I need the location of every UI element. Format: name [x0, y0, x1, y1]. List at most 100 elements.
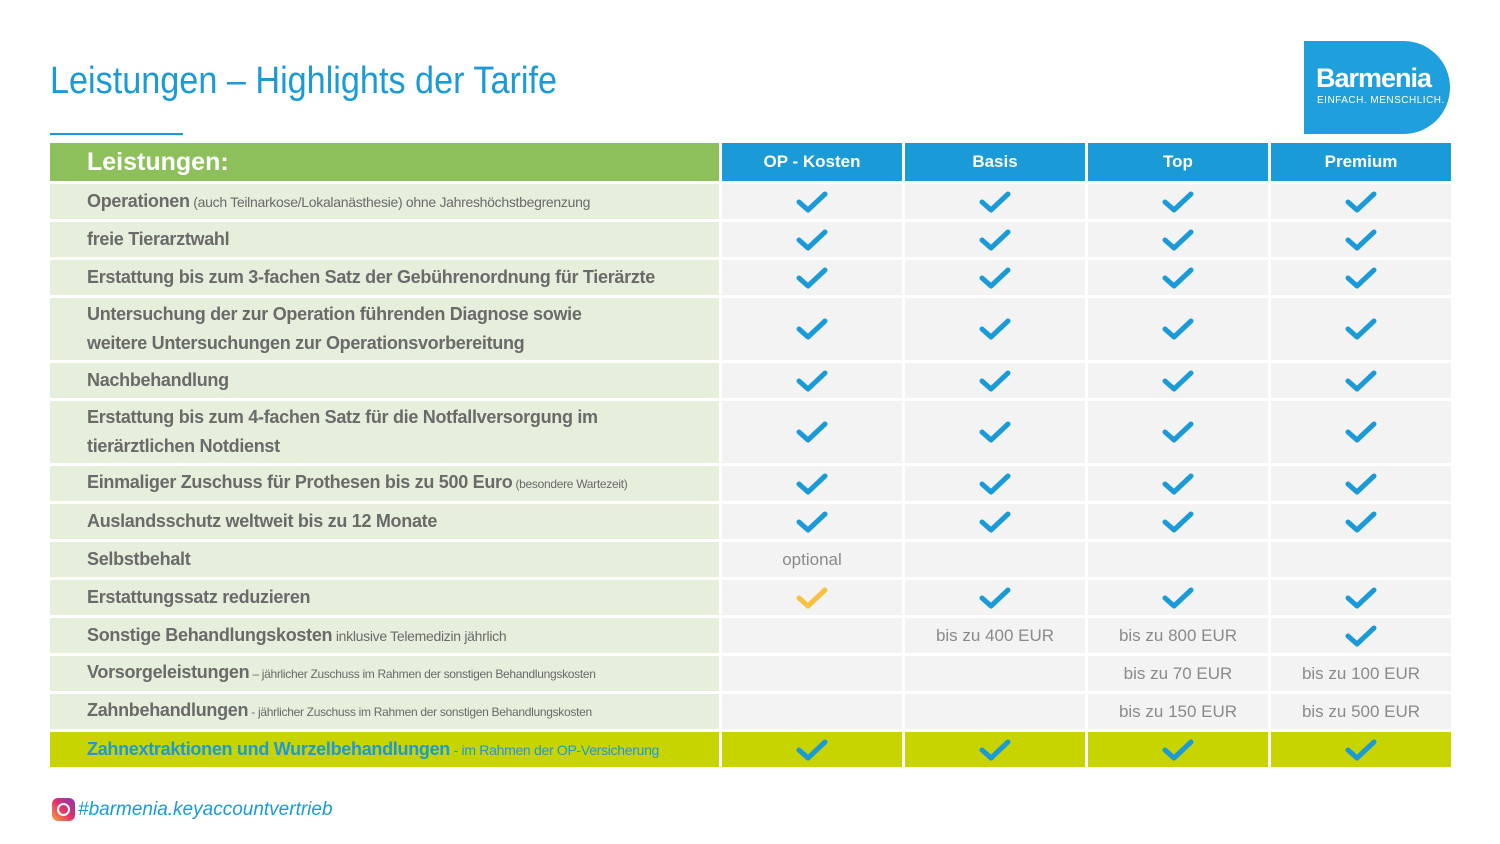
checkmark-icon	[796, 739, 828, 760]
tariff-cell	[722, 694, 902, 729]
tariff-cell	[905, 298, 1085, 360]
tariff-cell	[1271, 401, 1451, 463]
tariff-cell	[905, 401, 1085, 463]
column-header-top: Top	[1088, 143, 1268, 181]
tariff-cell	[905, 260, 1085, 295]
tariff-cell	[722, 580, 902, 615]
checkmark-icon	[1162, 229, 1194, 250]
title-underline	[50, 133, 183, 135]
checkmark-icon	[979, 473, 1011, 494]
checkmark-icon	[1162, 739, 1194, 760]
checkmark-icon	[1162, 511, 1194, 532]
checkmark-icon	[1345, 587, 1377, 608]
tariff-cell	[1088, 260, 1268, 295]
tariff-cell	[905, 466, 1085, 501]
checkmark-icon	[1345, 625, 1377, 646]
row-label-main: Einmaliger Zuschuss für Prothesen bis zu…	[87, 472, 513, 492]
footer: #barmenia.keyaccountvertrieb	[52, 798, 333, 821]
tariff-cell	[722, 260, 902, 295]
row-label: Auslandsschutz weltweit bis zu 12 Monate	[50, 504, 719, 539]
header-label: Leistungen:	[50, 143, 719, 181]
checkmark-icon	[1162, 473, 1194, 494]
row-label: Zahnextraktionen und Wurzelbehandlungen …	[50, 732, 719, 767]
row-label: Operationen (auch Teilnarkose/Lokalanäst…	[50, 184, 719, 219]
tariff-cell	[722, 656, 902, 691]
row-label: Zahnbehandlungen - jährlicher Zuschuss i…	[50, 694, 719, 729]
tariff-cell-value: optional	[722, 542, 902, 577]
row-label-main: freie Tierarztwahl	[87, 229, 230, 249]
checkmark-icon	[979, 511, 1011, 532]
tariff-cell	[905, 580, 1085, 615]
tariff-cell	[1271, 580, 1451, 615]
row-label: Einmaliger Zuschuss für Prothesen bis zu…	[50, 466, 719, 501]
checkmark-icon	[1162, 370, 1194, 391]
column-header-premium: Premium	[1271, 143, 1451, 181]
page-title: Leistungen – Highlights der Tarife	[50, 60, 557, 102]
tariff-cell	[1088, 298, 1268, 360]
row-label: Untersuchung der zur Operation führenden…	[50, 298, 719, 360]
checkmark-icon	[1345, 191, 1377, 212]
tariff-cell	[722, 298, 902, 360]
checkmark-icon	[1345, 370, 1377, 391]
tariff-cell	[905, 222, 1085, 257]
row-label-main: Erstattung bis zum 4-fachen Satz für die…	[87, 407, 598, 456]
row-label-main: Zahnbehandlungen	[87, 700, 249, 720]
row-label-main: Erstattung bis zum 3-fachen Satz der Geb…	[87, 267, 655, 287]
checkmark-icon	[979, 739, 1011, 760]
logo-slogan: EINFACH. MENSCHLICH.	[1317, 95, 1445, 106]
row-label-sub: - jährlicher Zuschuss im Rahmen der sons…	[248, 705, 592, 719]
row-label: Selbstbehalt	[50, 542, 719, 577]
tariff-cell	[722, 222, 902, 257]
row-label-sub: - im Rahmen der OP-Versicherung	[450, 741, 660, 758]
tariff-cell	[905, 542, 1085, 577]
row-label: Sonstige Behandlungskosten inklusive Tel…	[50, 618, 719, 653]
row-label: freie Tierarztwahl	[50, 222, 719, 257]
checkmark-icon	[796, 511, 828, 532]
tariff-cell-value: bis zu 150 EUR	[1088, 694, 1268, 729]
tariff-cell	[905, 694, 1085, 729]
tariff-cell	[722, 504, 902, 539]
tariff-cell	[1271, 732, 1451, 767]
row-label: Vorsorgeleistungen – jährlicher Zuschuss…	[50, 656, 719, 691]
tariff-cell	[722, 732, 902, 767]
tariff-cell	[1271, 298, 1451, 360]
tariff-cell	[722, 618, 902, 653]
tariff-cell	[1271, 466, 1451, 501]
checkmark-icon	[796, 191, 828, 212]
checkmark-icon	[979, 191, 1011, 212]
tariff-cell	[905, 732, 1085, 767]
checkmark-icon	[979, 587, 1011, 608]
tariff-cell-value: bis zu 70 EUR	[1088, 656, 1268, 691]
tariff-cell-value: bis zu 100 EUR	[1271, 656, 1451, 691]
checkmark-icon	[796, 473, 828, 494]
tariff-cell	[1271, 618, 1451, 653]
tariff-cell	[1088, 401, 1268, 463]
row-label-main: Selbstbehalt	[87, 549, 191, 569]
hashtag: #barmenia.keyaccountvertrieb	[78, 798, 333, 820]
row-label-main: Untersuchung der zur Operation führenden…	[87, 304, 582, 353]
checkmark-icon	[979, 229, 1011, 250]
tariff-cell	[722, 184, 902, 219]
checkmark-icon	[1162, 318, 1194, 340]
barmenia-logo: Barmenia EINFACH. MENSCHLICH.	[1304, 41, 1450, 134]
checkmark-icon	[979, 421, 1011, 443]
tariff-cell-value: bis zu 400 EUR	[905, 618, 1085, 653]
tariff-cell	[1088, 466, 1268, 501]
tariff-cell	[1088, 222, 1268, 257]
row-label-main: Vorsorgeleistungen	[87, 662, 250, 682]
row-label-main: Zahnextraktionen und Wurzelbehandlungen	[87, 738, 450, 759]
tariff-cell	[1088, 542, 1268, 577]
checkmark-icon	[979, 267, 1011, 288]
tariff-cell-value: bis zu 800 EUR	[1088, 618, 1268, 653]
tariff-cell	[1271, 363, 1451, 398]
checkmark-icon	[796, 267, 828, 288]
row-label-main: Sonstige Behandlungskosten	[87, 624, 333, 645]
checkmark-icon	[796, 421, 828, 443]
row-label-main: Auslandsschutz weltweit bis zu 12 Monate	[87, 511, 438, 531]
checkmark-icon	[1162, 587, 1194, 608]
row-label-main: Operationen	[87, 190, 190, 211]
checkmark-icon	[979, 318, 1011, 340]
tariff-comparison-table: Leistungen: OP - Kosten Basis Top Premiu…	[50, 143, 1451, 767]
checkmark-icon	[1345, 739, 1377, 760]
tariff-cell	[722, 466, 902, 501]
